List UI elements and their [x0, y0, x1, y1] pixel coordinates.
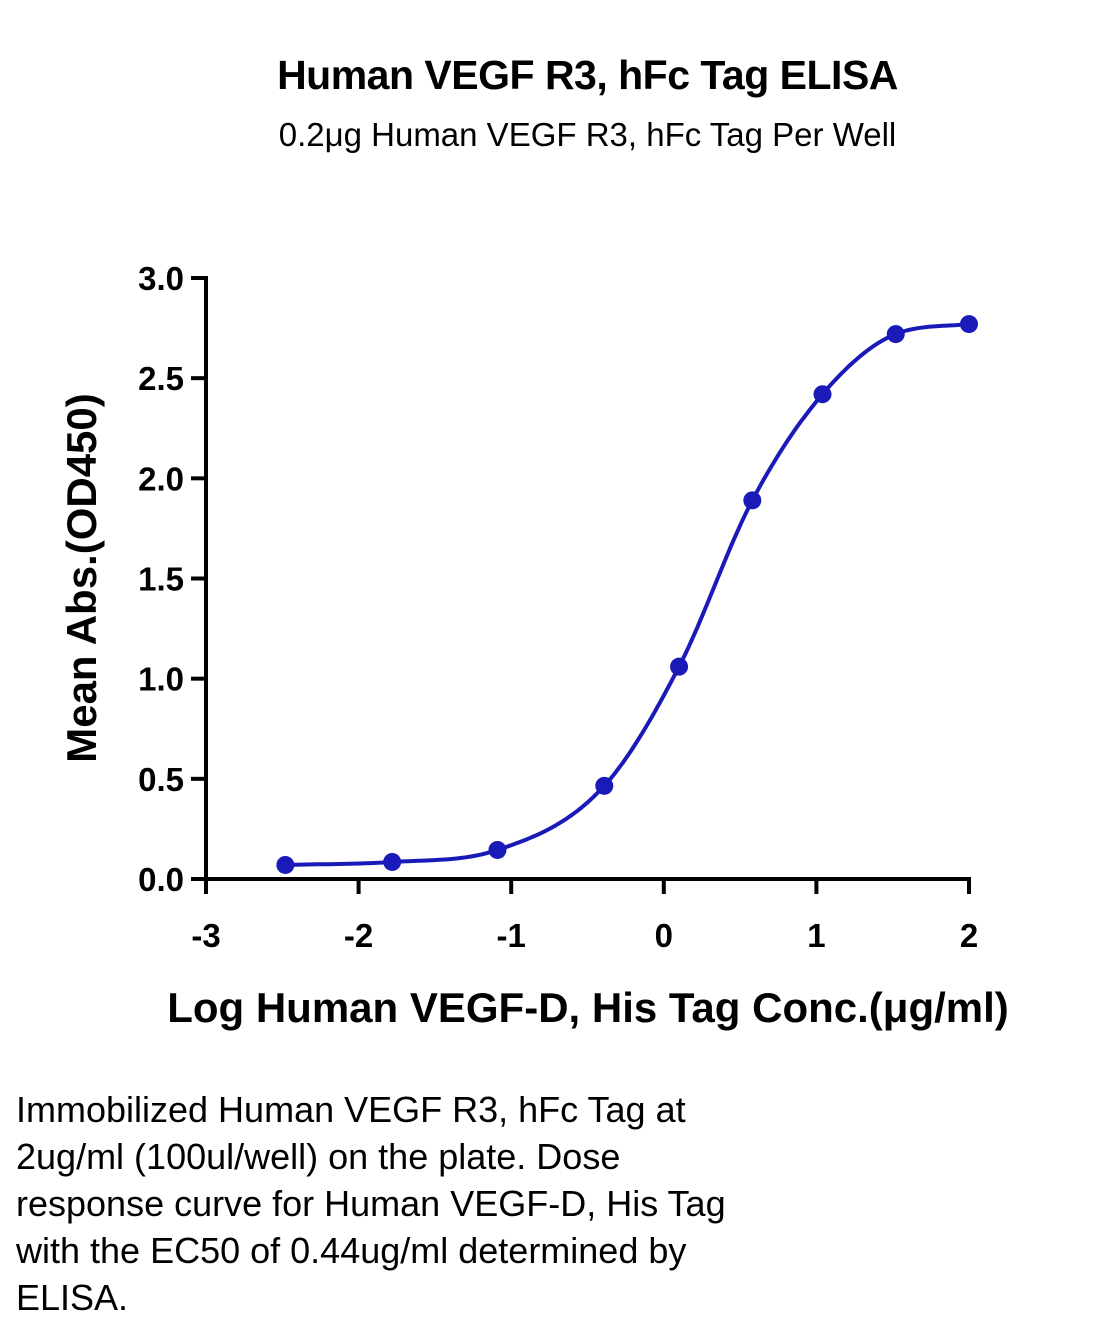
data-point — [743, 491, 762, 510]
data-point — [813, 385, 832, 404]
caption-line: ELISA. — [16, 1277, 129, 1318]
x-axis-label: Log Human VEGF-D, His Tag Conc.(μg/ml) — [167, 984, 1009, 1031]
x-tick-label: 2 — [960, 917, 978, 954]
data-point — [670, 657, 689, 676]
y-axis-label: Mean Abs.(OD450) — [58, 393, 105, 763]
data-point — [276, 855, 295, 874]
x-tick-label: -1 — [497, 917, 526, 954]
x-tick-label: -3 — [191, 917, 220, 954]
caption-line: 2ug/ml (100ul/well) on the plate. Dose — [16, 1136, 621, 1177]
y-tick-label: 3.0 — [138, 260, 184, 297]
x-tick-label: -2 — [344, 917, 373, 954]
fit-curve — [285, 322, 970, 867]
y-tick-label: 1.5 — [138, 561, 184, 598]
caption-line: response curve for Human VEGF-D, His Tag — [16, 1183, 726, 1224]
data-point — [960, 315, 978, 334]
caption-line: with the EC50 of 0.44ug/ml determined by — [16, 1230, 687, 1271]
chart-title: Human VEGF R3, hFc Tag ELISA — [277, 52, 898, 98]
data-point — [488, 840, 507, 859]
x-tick-label: 1 — [807, 917, 825, 954]
data-point — [595, 776, 614, 795]
data-point — [886, 325, 905, 344]
fit-curve-layer — [285, 322, 970, 867]
data-points-layer — [276, 315, 978, 874]
y-tick-label: 0.5 — [138, 761, 184, 798]
caption-line: Immobilized Human VEGF R3, hFc Tag at — [16, 1089, 686, 1130]
x-tick-label: 0 — [655, 917, 673, 954]
y-tick-label: 1.0 — [138, 661, 184, 698]
x-axis: -3 -2 -1 0 1 2 — [191, 877, 978, 954]
chart-subtitle: 0.2μg Human VEGF R3, hFc Tag Per Well — [278, 116, 897, 153]
chart-plot: 0.0 0.5 1.0 1.5 2.0 2.5 3.0 -3 -2 -1 0 1 2 Log Huma… — [58, 260, 1009, 1031]
y-axis: 0.0 0.5 1.0 1.5 2.0 2.5 3.0 — [138, 260, 208, 898]
y-tick-label: 2.0 — [138, 460, 184, 497]
figure-caption: Immobilized Human VEGF R3, hFc Tag at 2u… — [16, 1086, 916, 1321]
y-tick-label: 2.5 — [138, 360, 184, 397]
y-tick-label: 0.0 — [138, 861, 184, 898]
data-point — [383, 852, 402, 871]
